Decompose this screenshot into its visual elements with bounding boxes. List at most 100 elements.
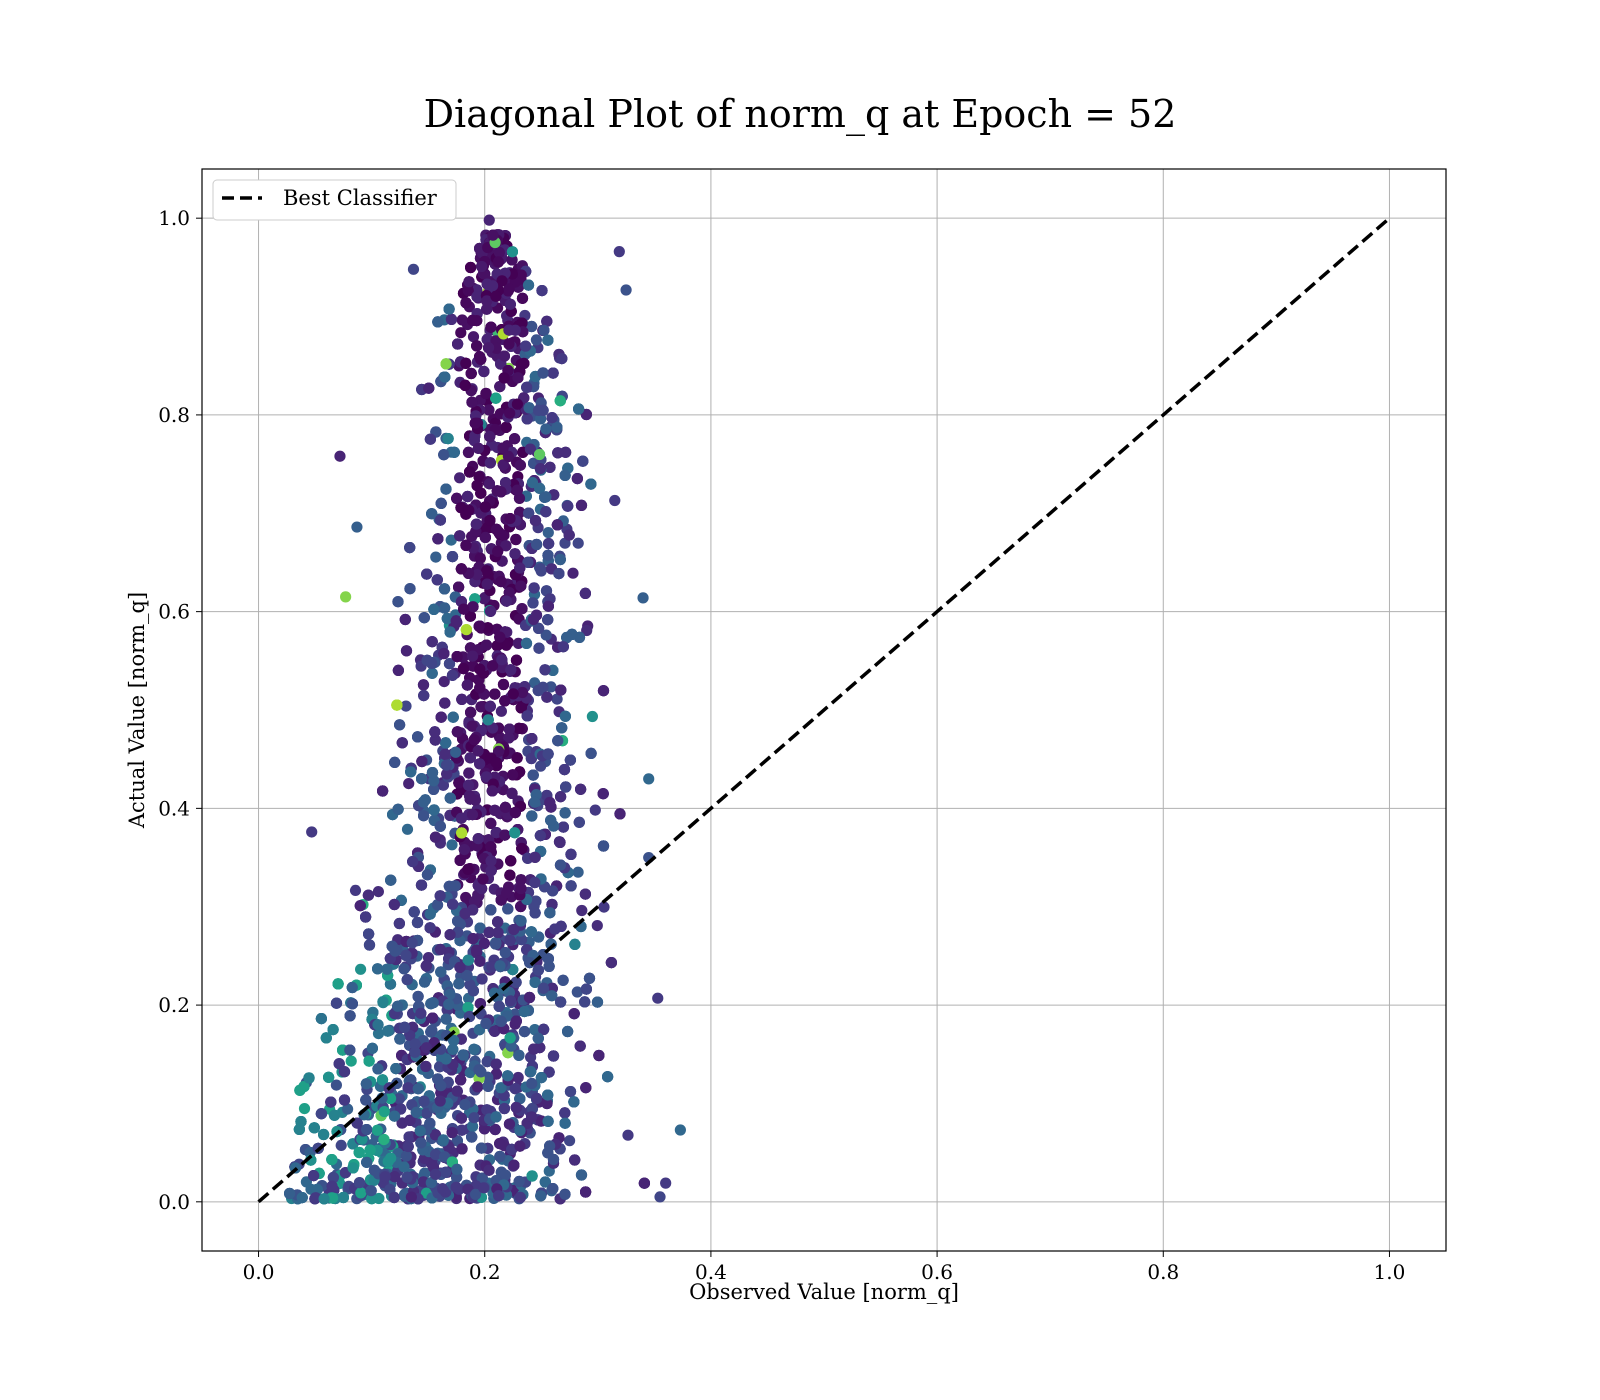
scatter-point — [497, 459, 509, 471]
scatter-point — [456, 1124, 468, 1136]
scatter-point — [586, 710, 599, 723]
scatter-point — [444, 988, 456, 1001]
scatter-point — [622, 1129, 634, 1141]
scatter-point — [489, 688, 501, 700]
scatter-point — [598, 901, 610, 913]
scatter-point — [392, 596, 404, 608]
scatter-point — [503, 732, 515, 744]
scatter-point — [483, 404, 495, 416]
scatter-point — [298, 1103, 311, 1115]
scatter-point — [465, 367, 477, 380]
scatter-point — [440, 483, 452, 495]
scatter-point — [372, 1028, 385, 1040]
scatter-point — [338, 1066, 351, 1078]
scatter-point — [451, 1085, 463, 1097]
scatter-point — [518, 1005, 531, 1018]
scatter-point — [504, 513, 516, 525]
scatter-point — [563, 529, 575, 541]
scatter-point — [454, 472, 466, 484]
scatter-point — [360, 1094, 372, 1106]
scatter-point — [513, 722, 525, 735]
scatter-point — [456, 1143, 468, 1155]
scatter-point — [538, 324, 550, 336]
scatter-point — [392, 664, 404, 677]
scatter-point — [372, 886, 384, 898]
scatter-point — [507, 769, 519, 781]
scatter-point — [438, 449, 450, 461]
scatter-point — [464, 793, 476, 805]
scatter-point — [426, 667, 438, 679]
scatter-point — [492, 927, 504, 939]
scatter-point — [396, 737, 408, 749]
scatter-point — [393, 917, 405, 930]
scatter-point — [462, 490, 474, 503]
scatter-point — [471, 290, 483, 303]
scatter-point — [567, 567, 579, 579]
scatter-point — [435, 497, 447, 509]
scatter-point — [547, 885, 559, 897]
scatter-point — [428, 775, 440, 787]
scatter-point — [303, 1072, 315, 1084]
scatter-point — [419, 976, 431, 988]
scatter-point — [400, 645, 413, 657]
scatter-point — [481, 578, 493, 590]
scatter-point — [439, 697, 451, 709]
scatter-point — [529, 796, 541, 808]
scatter-point — [532, 684, 544, 697]
scatter-point — [503, 1118, 516, 1130]
scatter-point — [294, 1084, 306, 1096]
scatter-point — [445, 313, 458, 325]
scatter-point — [353, 1177, 366, 1189]
scatter-point — [506, 787, 518, 800]
scatter-point — [411, 916, 424, 929]
scatter-point — [476, 973, 488, 985]
scatter-point — [415, 879, 428, 891]
scatter-point — [534, 463, 547, 475]
scatter-point — [565, 848, 577, 861]
scatter-point — [540, 629, 552, 641]
scatter-point — [547, 1050, 560, 1062]
scatter-point — [474, 552, 486, 564]
scatter-point — [556, 722, 568, 734]
scatter-point — [430, 551, 442, 563]
scatter-point — [535, 760, 547, 772]
scatter-point — [454, 530, 466, 542]
scatter-point — [434, 943, 446, 956]
scatter-point — [521, 381, 533, 393]
scatter-point — [363, 1055, 375, 1067]
scatter-point — [311, 1183, 323, 1195]
scatter-point — [451, 1171, 463, 1183]
scatter-point — [434, 890, 446, 902]
scatter-point — [489, 1123, 501, 1136]
scatter-point — [484, 430, 496, 443]
scatter-point — [446, 551, 459, 563]
scatter-point — [574, 1040, 586, 1052]
scatter-point — [363, 939, 376, 951]
scatter-point — [528, 582, 540, 594]
scatter-point — [437, 1183, 449, 1195]
scatter-point — [495, 705, 507, 717]
scatter-point — [535, 1190, 547, 1202]
scatter-point — [418, 810, 430, 822]
scatter-point — [485, 864, 497, 877]
scatter-point — [489, 1025, 501, 1037]
scatter-point — [580, 1186, 592, 1198]
scatter-point — [362, 889, 374, 901]
scatter-point — [327, 1171, 339, 1184]
scatter-point — [521, 413, 533, 425]
scatter-point — [453, 581, 465, 593]
scatter-point — [448, 446, 460, 458]
scatter-point — [521, 710, 533, 722]
scatter-point — [558, 764, 571, 776]
scatter-point — [353, 1146, 365, 1159]
scatter-point — [418, 612, 430, 624]
scatter-point — [431, 899, 444, 911]
scatter-point — [573, 816, 585, 828]
scatter-point — [401, 823, 414, 835]
scatter-point — [480, 771, 492, 783]
scatter-point — [579, 996, 591, 1008]
scatter-point — [487, 660, 499, 672]
scatter-point — [481, 333, 493, 345]
scatter-point — [483, 478, 495, 490]
scatter-point — [442, 433, 454, 445]
